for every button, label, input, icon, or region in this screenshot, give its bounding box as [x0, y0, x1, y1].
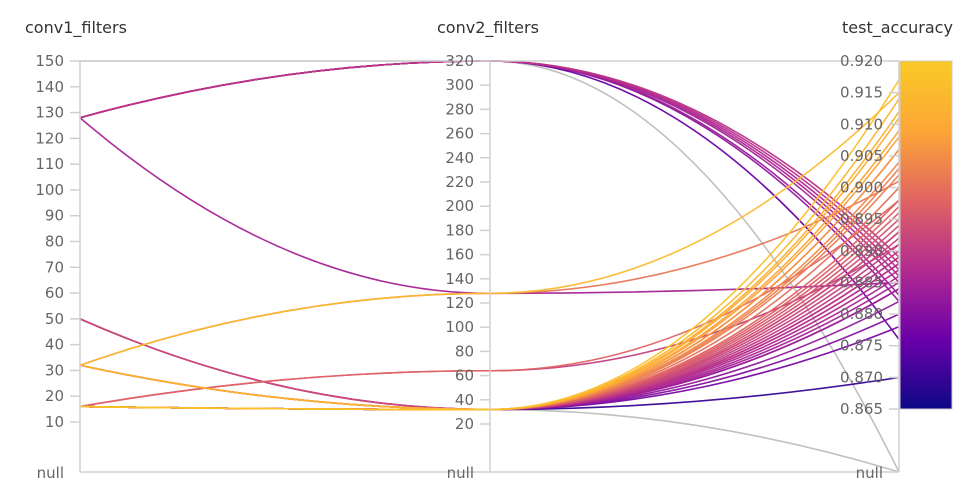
tick-label: 120: [445, 294, 474, 312]
tick-label: 200: [445, 197, 474, 215]
tick-label: 0.890: [840, 242, 883, 260]
tick-label: 70: [45, 258, 64, 276]
tick-label: 40: [455, 391, 474, 409]
tick-label: 120: [35, 129, 64, 147]
tick-label: 140: [445, 270, 474, 288]
colorbar: [899, 60, 953, 410]
tick-label: 110: [35, 155, 64, 173]
tick-label: 100: [35, 181, 64, 199]
tick-label: 0.895: [840, 210, 883, 228]
tick-label: 0.885: [840, 273, 883, 291]
tick-label: 220: [445, 173, 474, 191]
tick-label: 0.865: [840, 400, 883, 418]
null-label: null: [447, 464, 474, 482]
tick-label: 0.910: [840, 115, 883, 133]
null-label: null: [856, 464, 883, 482]
run-line[interactable]: [79, 79, 900, 411]
tick-label: 320: [445, 52, 474, 70]
tick-label: 0.880: [840, 305, 883, 323]
tick-label: 300: [445, 76, 474, 94]
axis-title: test_accuracy: [842, 18, 953, 38]
tick-label: 0.915: [840, 84, 883, 102]
tick-label: 280: [445, 100, 474, 118]
tick-label: 50: [45, 310, 64, 328]
tick-label: 100: [445, 318, 474, 336]
tick-label: 140: [35, 78, 64, 96]
tick-label: 10: [45, 413, 64, 431]
tick-label: 130: [35, 104, 64, 122]
tick-label: 60: [455, 367, 474, 385]
axes: conv1_filters 150 140 130 120 110 100 90 80 70 60 5…: [25, 18, 953, 482]
tick-label: 60: [45, 284, 64, 302]
tick-label: 40: [45, 336, 64, 354]
tick-label: 0.905: [840, 147, 883, 165]
tick-label: 0.900: [840, 179, 883, 197]
tick-label: 30: [45, 361, 64, 379]
tick-label: 160: [445, 246, 474, 264]
tick-label: 260: [445, 125, 474, 143]
tick-label: 20: [45, 387, 64, 405]
tick-label: 80: [45, 233, 64, 251]
tick-label: 0.875: [840, 337, 883, 355]
null-label: null: [37, 464, 64, 482]
axis-title: conv1_filters: [25, 18, 127, 38]
tick-label: 20: [455, 415, 474, 433]
tick-label: 180: [445, 221, 474, 239]
tick-label: 80: [455, 342, 474, 360]
tick-label: 0.870: [840, 368, 883, 386]
tick-label: 90: [45, 207, 64, 225]
tick-label: 240: [445, 149, 474, 167]
tick-label: 150: [35, 52, 64, 70]
axis-title: conv2_filters: [437, 18, 539, 38]
tick-label: 0.920: [840, 52, 883, 70]
